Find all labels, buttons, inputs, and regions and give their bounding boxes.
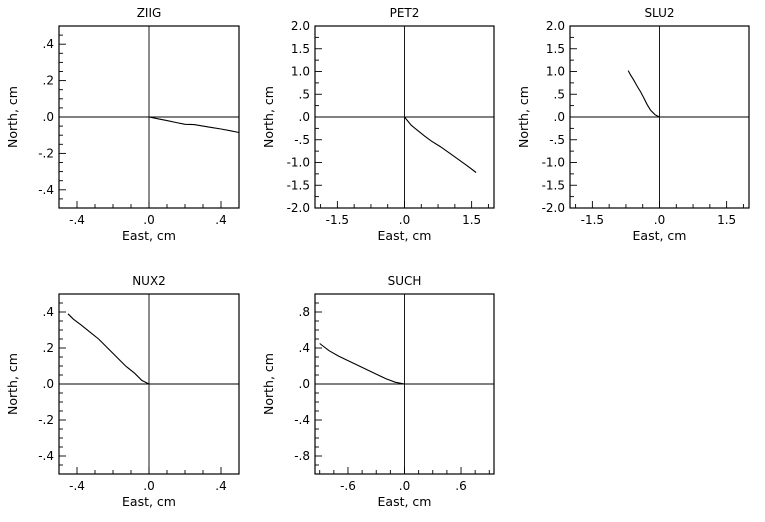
y-tick-label: -.8 [294,449,310,463]
displacement-trace [67,313,150,385]
y-tick-label: -.5 [549,133,565,147]
chart-title: SLU2 [644,6,674,20]
x-tick-label: -.4 [69,213,85,227]
y-tick-label: .0 [554,110,565,124]
y-tick-label: 1.5 [291,42,310,56]
y-tick-label: -.2 [38,413,54,427]
x-axis-label: East, cm [122,494,176,509]
x-axis-label: East, cm [633,228,687,243]
chart-title: NUX2 [132,274,166,288]
chart-title: ZIIG [137,6,162,20]
y-tick-label: .0 [299,110,310,124]
y-tick-label: .4 [43,37,54,51]
chart-panel-ziig: -.4 .0 .4 -.4 -.2 .0 .2 .4 ZIIG East, cm North, cm [5,6,240,243]
y-tick-label: -.2 [38,146,54,160]
y-tick-label: -1.0 [287,156,310,170]
y-tick-label: .5 [554,87,565,101]
chart-panel-such: -.6 .0 .6 -.8 -.4 .0 .4 .8 SUCH East, cm North, cm [261,274,495,509]
x-tick-label: .6 [455,479,466,493]
y-tick-label: 1.5 [546,42,565,56]
y-tick-label: 1.0 [546,65,565,79]
x-tick-label: .0 [143,213,154,227]
chart-panel-nux2: -.4 .0 .4 -.4 -.2 .0 .2 .4 NUX2 East, cm North, cm [5,274,240,509]
x-axis-label: East, cm [378,494,432,509]
x-tick-label: 1.5 [717,213,736,227]
y-tick-label: 1.0 [291,65,310,79]
displacement-trace [404,116,477,173]
y-tick-label: .0 [43,377,54,391]
y-tick-label: .4 [43,305,54,319]
y-tick-label: -2.0 [287,201,310,215]
displacement-trace [627,70,660,118]
y-tick-label: 2.0 [546,19,565,33]
chart-panel-slu2: -1.5 .0 1.5 -2.0 -1.5 -1.0 -.5 .0 .5 1.0 1.5 2.0 SLU… [516,6,750,243]
y-axis-label: North, cm [5,86,20,148]
displacement-trace [319,343,405,385]
y-axis-label: North, cm [5,353,20,415]
x-tick-label: -1.5 [581,213,604,227]
y-tick-label: -1.0 [542,156,565,170]
chart-panel-pet2: -1.5 .0 1.5 -2.0 -1.5 -1.0 -.5 .0 .5 1.0 1.5 2.0 PET… [261,6,495,243]
y-tick-label: 2.0 [291,19,310,33]
y-tick-label: -2.0 [542,201,565,215]
x-axis-label: East, cm [122,228,176,243]
y-tick-label: -.5 [294,133,310,147]
x-tick-label: -.6 [340,479,356,493]
x-tick-label: -.4 [69,479,85,493]
y-axis-label: North, cm [261,86,276,148]
y-tick-label: .2 [43,74,54,88]
y-tick-label: -.4 [38,183,54,197]
x-tick-label: .0 [654,213,665,227]
x-tick-label: .0 [143,479,154,493]
y-tick-label: -.4 [38,449,54,463]
x-tick-label: .4 [215,479,226,493]
x-tick-label: .0 [399,479,410,493]
x-tick-label: .0 [399,213,410,227]
chart-title: PET2 [390,6,420,20]
displacement-trace [148,116,240,134]
chart-title: SUCH [388,274,422,288]
x-tick-label: .4 [215,213,226,227]
y-tick-label: .4 [299,341,310,355]
y-tick-label: -1.5 [287,178,310,192]
y-axis-label: North, cm [516,86,531,148]
y-tick-label: .5 [299,87,310,101]
y-tick-label: .0 [43,110,54,124]
y-tick-label: .8 [299,305,310,319]
x-axis-label: East, cm [378,228,432,243]
y-tick-label: -.4 [294,413,310,427]
y-tick-label: .2 [43,341,54,355]
x-tick-label: -1.5 [326,213,349,227]
y-tick-label: -1.5 [542,178,565,192]
y-axis-label: North, cm [261,353,276,415]
y-tick-label: .0 [299,377,310,391]
x-tick-label: 1.5 [462,213,481,227]
